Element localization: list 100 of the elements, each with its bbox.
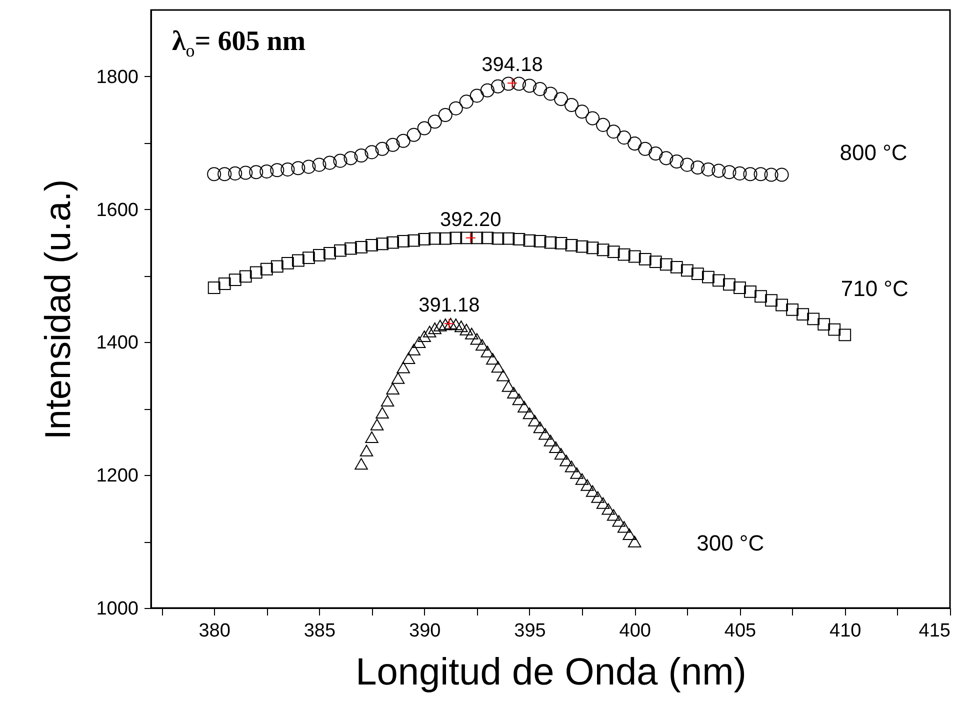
point [238,166,253,180]
point [549,441,562,454]
annotation: λ$_{o}$= 605 nm [172,26,306,62]
y-axis-title: Intensidad (u.a.) [37,179,78,440]
point [375,142,390,156]
point [270,163,284,178]
point [407,344,420,356]
point [564,98,579,112]
annotation: 394.18 [482,54,543,76]
point [491,361,505,373]
point [365,431,378,444]
point [249,165,264,180]
point [543,86,558,101]
point [617,130,632,145]
point [690,160,705,174]
point [490,79,505,94]
point [774,168,789,182]
point [533,421,547,434]
x-tick-label: 380 [198,620,230,642]
point [612,515,626,527]
point [522,78,536,93]
point [396,362,410,374]
x-axis-title: Longitud de Onda (nm) [356,652,746,694]
x-tick-label: 415 [918,620,950,642]
point [586,111,600,126]
point [586,485,600,497]
point [638,142,652,156]
point [459,94,474,109]
y-tick-label: 1000 [96,598,138,620]
point [570,467,584,479]
point [591,491,604,503]
point [722,165,736,180]
point [538,428,552,440]
point [428,114,442,129]
point [460,324,474,336]
point [438,108,452,122]
point [470,88,484,103]
point [617,521,631,533]
point [628,136,642,151]
point [596,497,610,509]
point [465,232,476,244]
point [207,167,222,182]
point [448,101,463,116]
point [628,536,642,548]
point [512,76,526,91]
y-tick-label: 1600 [96,200,138,221]
point [512,394,526,406]
point [402,352,416,364]
point [680,158,694,172]
y-tick-label: 1200 [96,466,138,487]
point [438,318,452,330]
point [554,448,568,460]
x-tick-label: 390 [408,620,441,642]
point [470,333,484,345]
text: 300 °C [696,530,764,556]
annotation: 392.20 [440,208,502,231]
point [564,460,578,472]
point [712,164,726,178]
point [449,318,463,330]
point [354,458,368,470]
point [428,322,442,334]
point [312,158,326,172]
point [386,138,400,152]
point [354,148,368,163]
point [659,151,674,166]
point [422,326,436,338]
point [396,134,410,148]
point [376,406,389,418]
point [575,473,589,485]
point [386,382,400,395]
point [380,394,394,406]
x-tick-label: 405 [724,620,756,642]
point [606,124,621,139]
point [417,121,432,136]
point [532,82,548,96]
point [575,104,590,119]
text: 800 °C [840,140,908,165]
point [486,353,500,365]
point [622,528,636,540]
point [480,83,494,98]
point [544,434,558,446]
point [322,156,337,170]
point [228,166,242,180]
y-tick-label: 1800 [96,66,138,88]
point [418,330,431,342]
point [480,346,494,358]
point [412,336,426,348]
point [291,161,306,176]
point [333,154,348,168]
series-label: 710 °C [840,276,908,301]
point [218,167,232,182]
point [507,386,520,399]
point [754,167,768,182]
point [764,168,778,182]
point [302,160,316,174]
point [433,320,447,332]
point [732,166,747,180]
point [670,154,684,168]
point [596,118,610,132]
point [360,444,374,456]
